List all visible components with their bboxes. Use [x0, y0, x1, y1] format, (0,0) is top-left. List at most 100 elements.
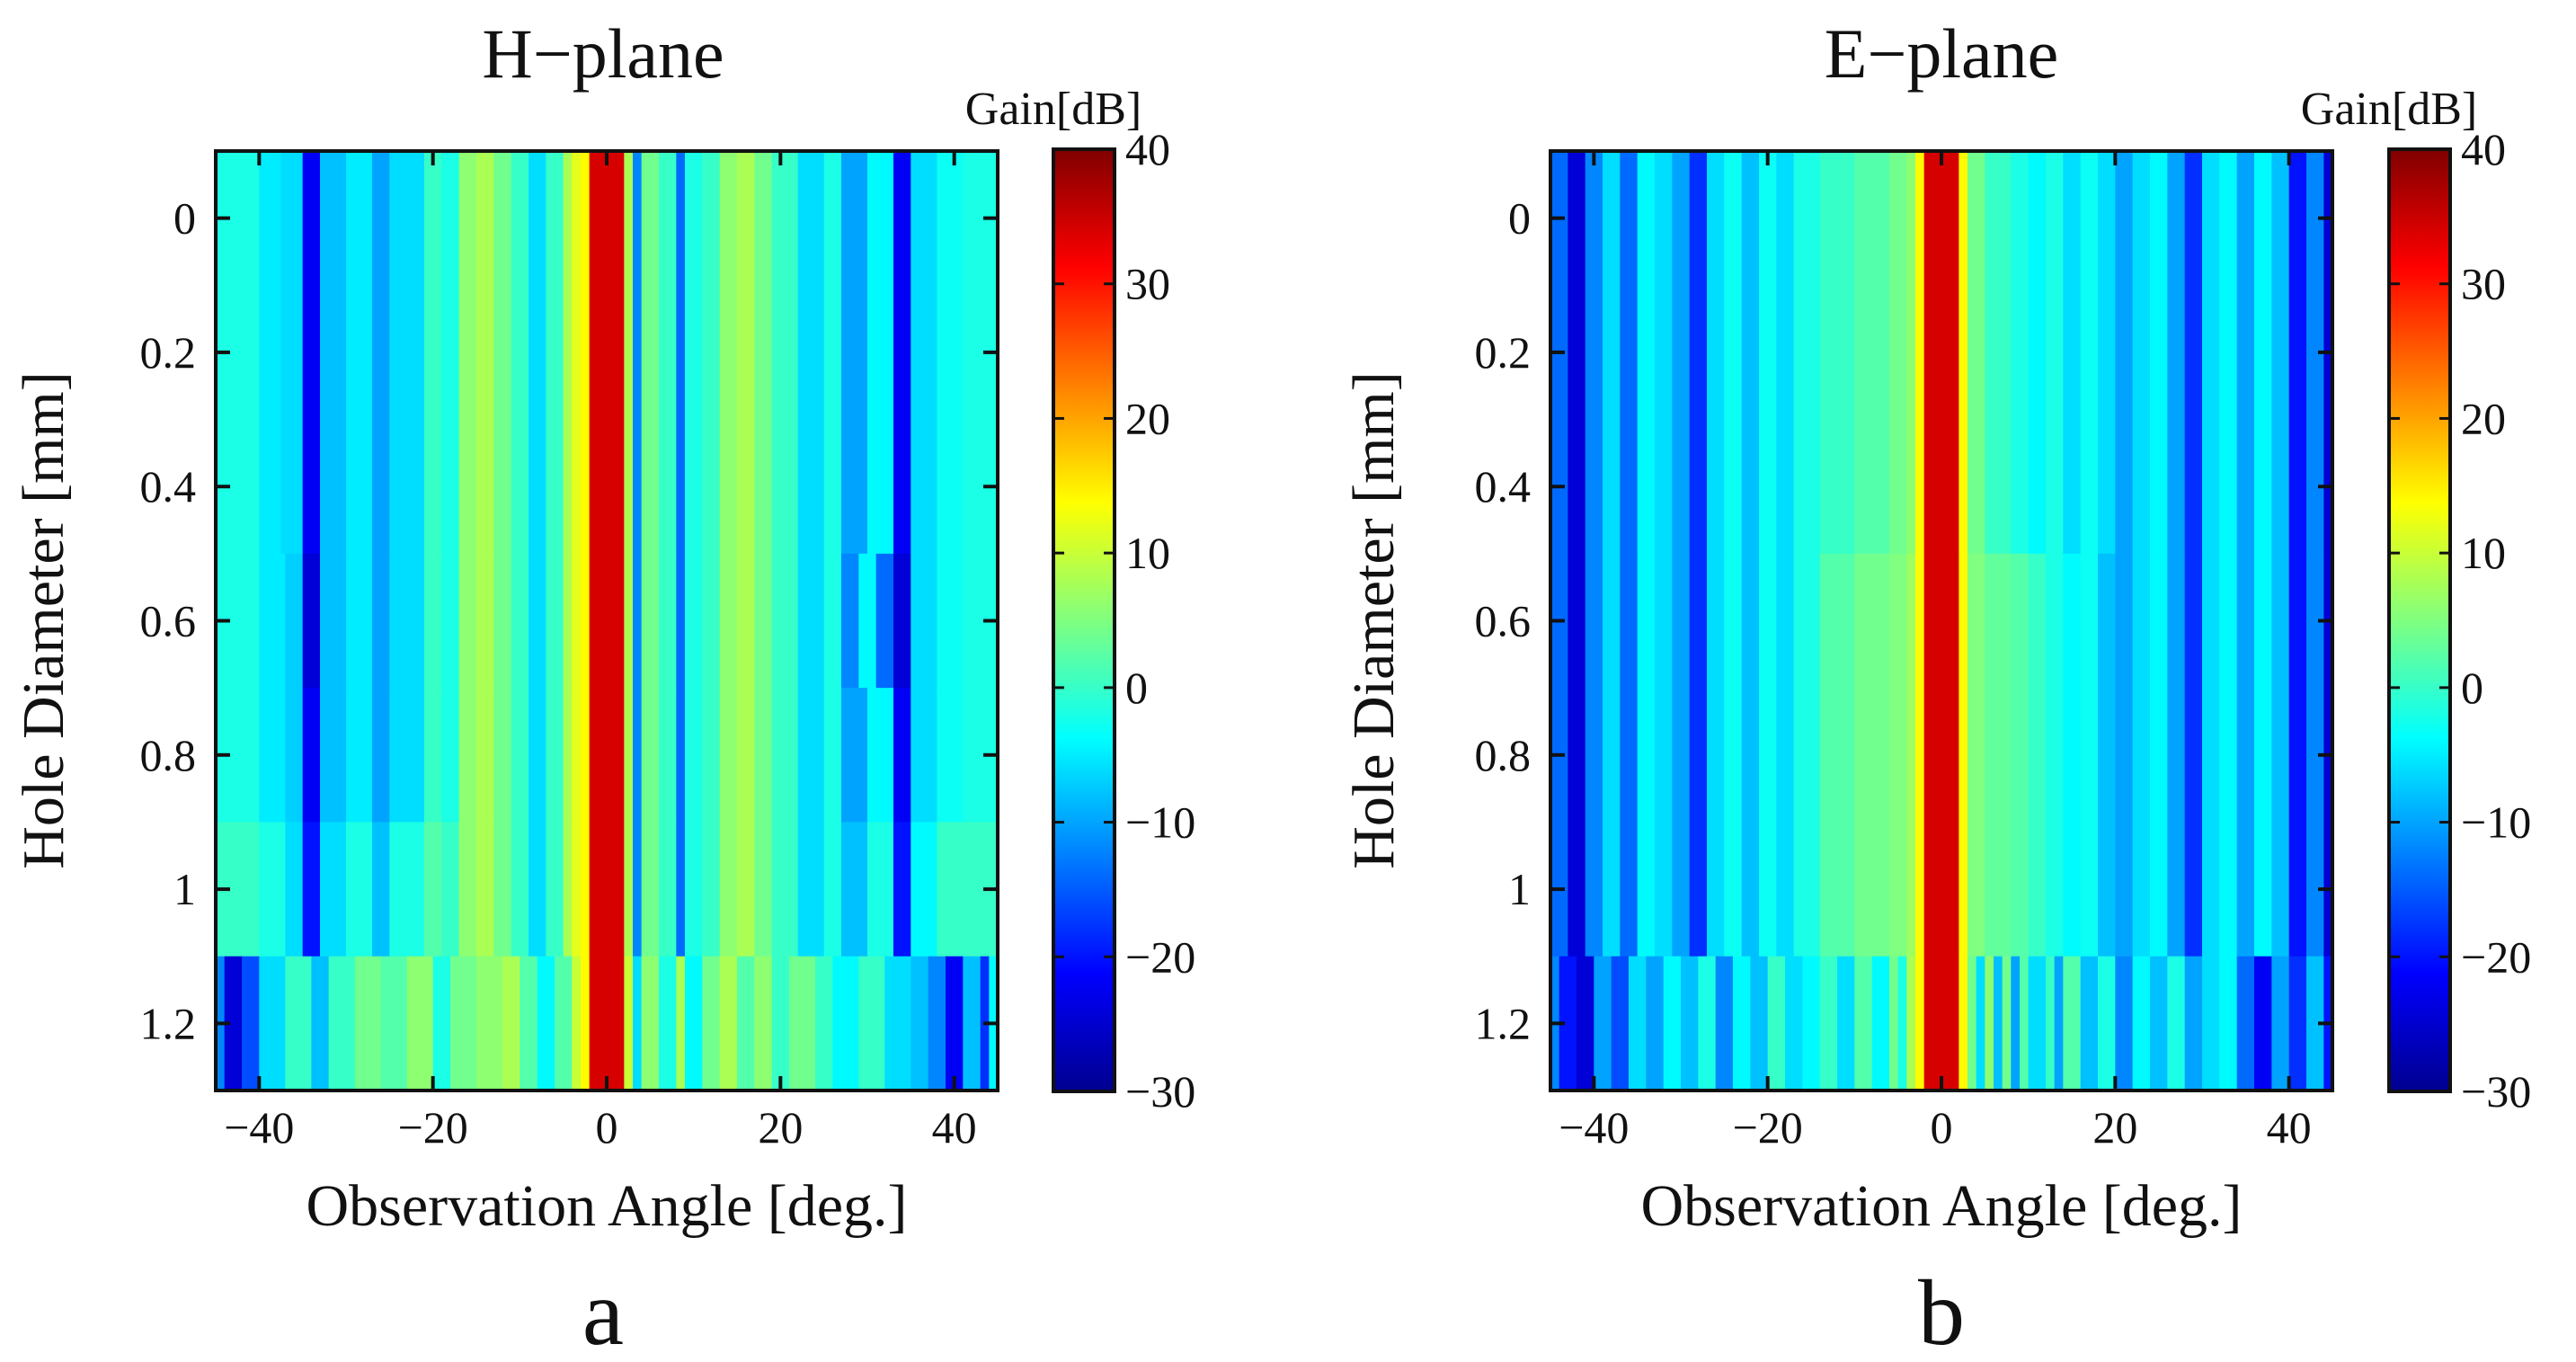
heatmap-cell	[754, 553, 773, 689]
heatmap-cell	[737, 151, 755, 555]
heatmap-cell	[2098, 151, 2116, 555]
heatmap-cell	[2219, 151, 2238, 555]
heatmap-cell	[1985, 553, 2012, 957]
heatmap-cell	[572, 956, 582, 1091]
heatmap-cell	[2306, 151, 2324, 555]
heatmap-cell	[2306, 956, 2324, 1091]
heatmap-cell	[1923, 956, 1959, 1091]
heatmap-cell	[858, 553, 877, 689]
heatmap-cell	[1655, 553, 1673, 957]
heatmap-cell	[702, 553, 721, 689]
heatmap-cell	[589, 553, 625, 689]
heatmap-cell	[815, 956, 833, 1091]
heatmap-cell	[737, 822, 755, 957]
heatmap-cell	[841, 553, 859, 689]
heatmap-cell	[2132, 151, 2151, 555]
heatmap-cell	[2288, 151, 2307, 555]
heatmap-cell	[867, 151, 894, 555]
heatmap-cell	[2271, 151, 2290, 555]
heatmap-cell	[1959, 151, 1968, 555]
colorbar-tick-label: 10	[1125, 528, 1170, 578]
colorbar-tick-label: −20	[1125, 931, 1195, 982]
heatmap-cell	[910, 822, 937, 957]
heatmap-cell	[685, 688, 703, 823]
heatmap-cell	[458, 822, 477, 957]
heatmap-cell	[1707, 151, 1725, 555]
heatmap-cell	[2063, 553, 2082, 957]
heatmap-cell	[1767, 956, 1786, 1091]
heatmap-cell	[737, 553, 755, 689]
heatmap-cell	[797, 822, 825, 957]
heatmap-cell	[320, 688, 347, 823]
heatmap-cell	[1672, 151, 1691, 555]
heatmap-cell	[1559, 956, 1577, 1091]
heatmap-cell	[676, 956, 686, 1091]
heatmap-cell	[1897, 956, 1907, 1091]
heatmap-cell	[424, 553, 442, 689]
colorbar-label: Gain[dB]	[965, 84, 1141, 135]
heatmap-cell	[581, 553, 591, 689]
heatmap-cell	[702, 151, 721, 555]
x-axis-label: Observation Angle [deg.]	[1641, 1173, 2243, 1239]
heatmap-cell	[719, 956, 738, 1091]
heatmap-cell	[685, 151, 703, 555]
heatmap-cell	[2271, 956, 2290, 1091]
heatmap-cell	[1854, 956, 1873, 1091]
heatmap-cell	[589, 956, 625, 1091]
heatmap-cell	[320, 822, 347, 957]
heatmap-cell	[2046, 151, 2064, 555]
heatmap-cell	[910, 688, 937, 823]
heatmap-cell	[1793, 151, 1821, 555]
heatmap-cell	[476, 956, 503, 1091]
y-tick-label: 0.2	[140, 327, 197, 378]
heatmap-cell	[2080, 553, 2099, 957]
heatmap-cell	[302, 151, 321, 555]
heatmap-cell	[589, 151, 625, 555]
heatmap-cell	[1594, 956, 1612, 1091]
heatmap-cell	[389, 151, 425, 555]
heatmap-cell	[2219, 956, 2238, 1091]
heatmap-cell	[502, 956, 520, 1091]
colorbar-tick-label: −30	[2461, 1066, 2531, 1117]
heatmap-cell	[372, 553, 390, 689]
heatmap-cell	[719, 553, 738, 689]
heatmap-cell	[581, 688, 591, 823]
heatmap-cell	[2236, 151, 2255, 555]
heatmap-cell	[2236, 956, 2255, 1091]
heatmap-cell	[1585, 151, 1603, 555]
x-ticks: −40 −20 0 20 40	[1559, 151, 2312, 1153]
heatmap-cell	[441, 151, 460, 555]
heatmap-cell	[823, 151, 842, 555]
heatmap-plot	[1550, 151, 2333, 1091]
heatmap-cell	[771, 151, 799, 555]
heatmap-cell	[719, 151, 738, 555]
heatmap-cell	[754, 822, 773, 957]
heatmap-cell	[633, 151, 643, 555]
y-tick-label: 0.4	[1475, 461, 1532, 512]
y-tick-label: 1	[1508, 864, 1531, 914]
heatmap-cell	[2202, 956, 2220, 1091]
heatmap-cell	[2150, 553, 2168, 957]
heatmap-cell	[1889, 553, 1907, 957]
heatmap-cell	[493, 151, 512, 555]
heatmap-cell	[2132, 553, 2151, 957]
heatmap-cell	[676, 822, 686, 957]
heatmap-cell	[1724, 553, 1743, 957]
heatmap-cell	[754, 688, 773, 823]
heatmap-cell	[529, 553, 546, 689]
heatmap-cell	[346, 151, 373, 555]
heatmap-cell	[302, 553, 321, 689]
heatmap-cell	[1915, 553, 1925, 957]
e-plane-panel: E−plane −40 −20 0 20 40 0 0.2 0.4 0.6 0.8 1 1.2 Ob…	[1341, 14, 2531, 1362]
heatmap-cell	[2254, 553, 2272, 957]
heatmap-cell	[685, 822, 703, 957]
colorbar-tick-label: 0	[2461, 663, 2483, 713]
heatmap-cell	[2184, 151, 2203, 555]
heatmap-cell	[1707, 553, 1725, 957]
x-tick-label: 40	[2267, 1102, 2312, 1153]
heatmap-cell	[893, 822, 911, 957]
heatmap-cell	[1968, 553, 1985, 957]
heatmap-cell	[328, 956, 356, 1091]
x-ticks: −40 −20 0 20 40	[224, 151, 977, 1153]
